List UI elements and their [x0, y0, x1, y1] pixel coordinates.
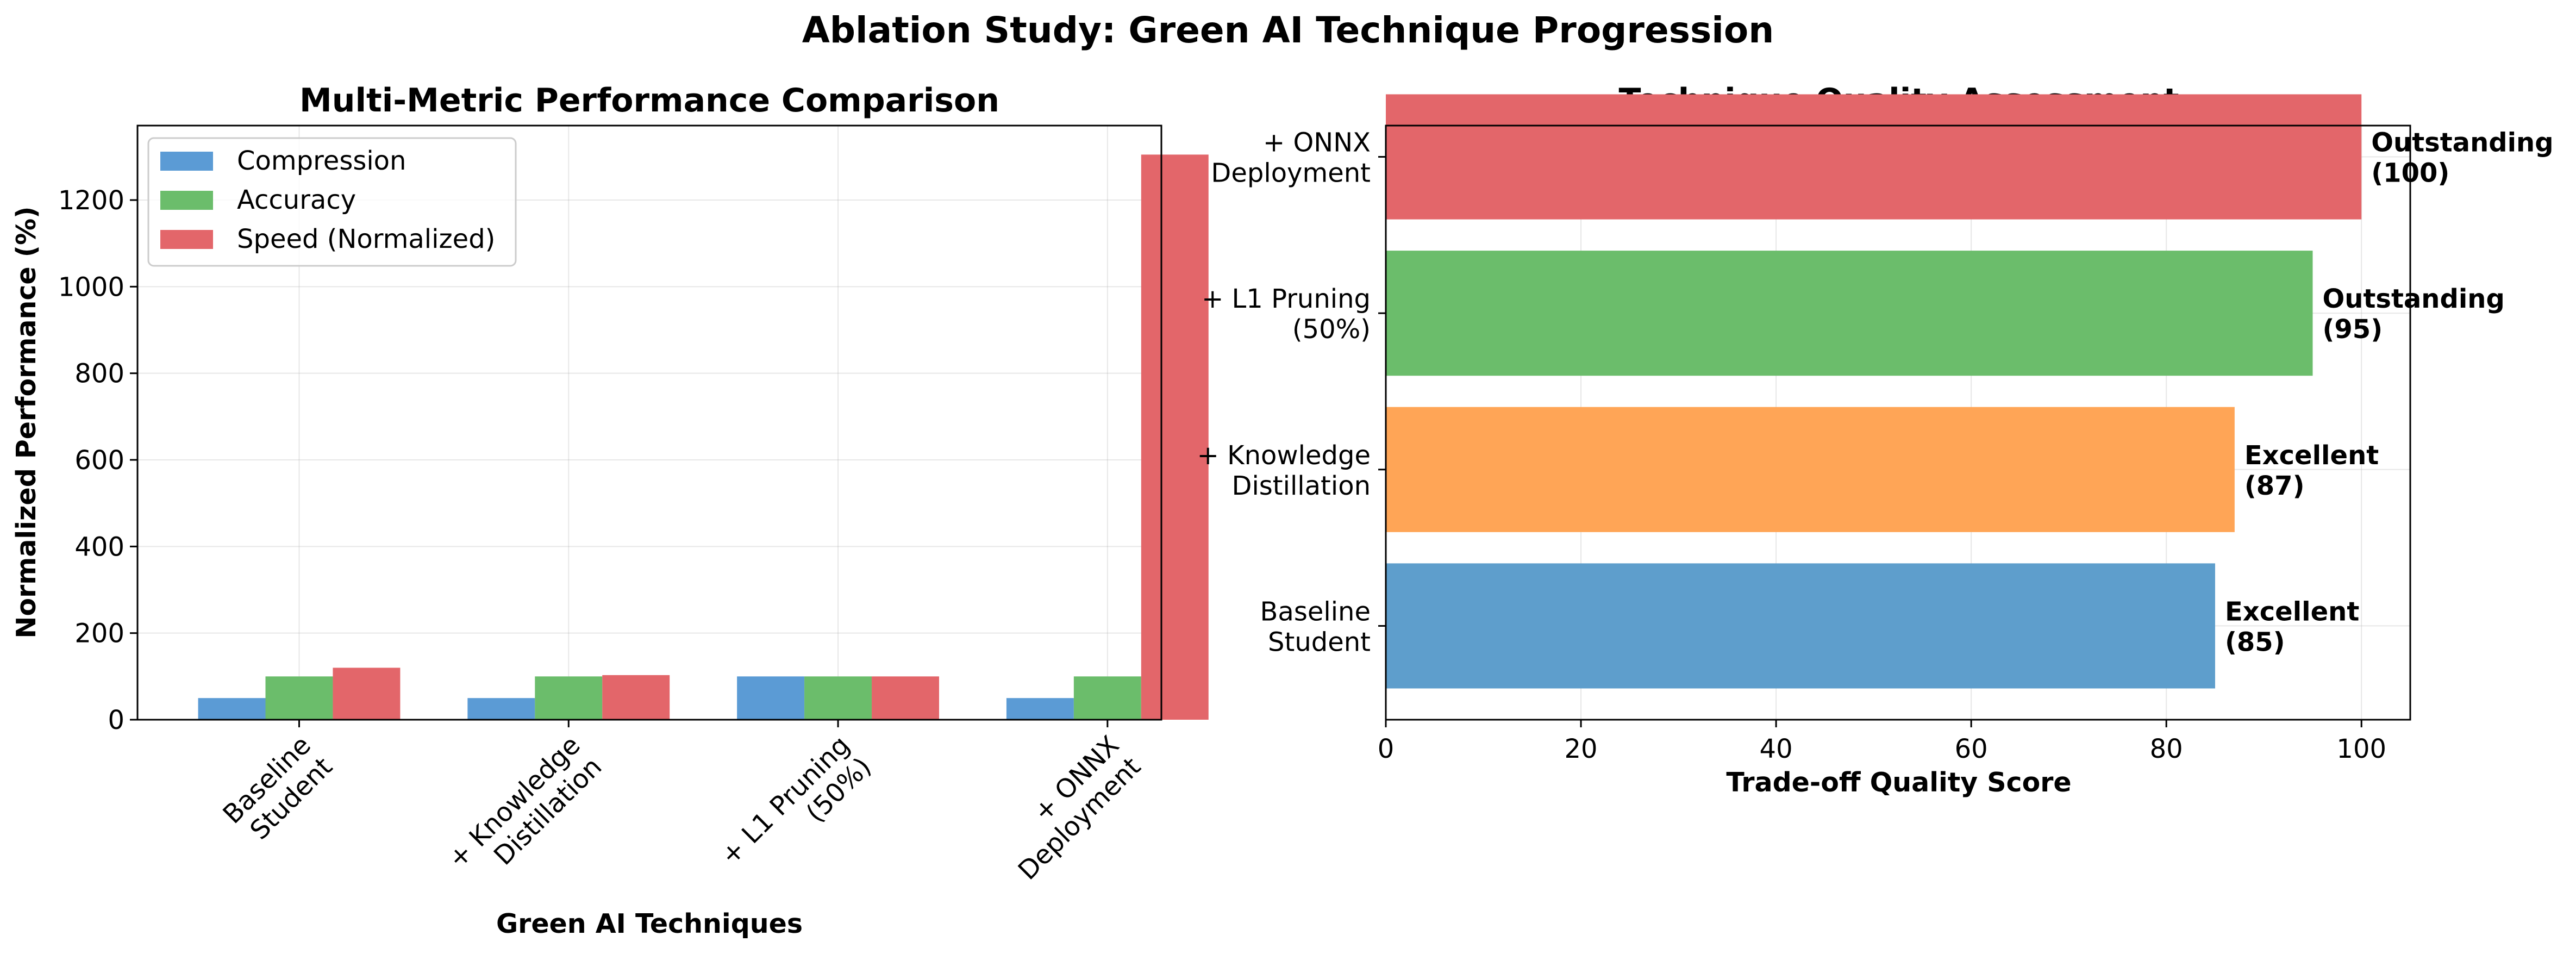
bar-compression — [198, 698, 266, 720]
y-tick-label: + L1 Pruning (50%) — [1202, 284, 1371, 345]
bar-compression — [1006, 698, 1074, 720]
legend-swatch — [160, 191, 213, 210]
bar-accuracy — [535, 676, 603, 720]
legend-swatch — [160, 230, 213, 249]
bar-speed-normalized — [333, 668, 401, 720]
legend-label: Accuracy — [237, 185, 356, 215]
legend-label: Compression — [237, 146, 406, 176]
x-tick-label: 100 — [2336, 734, 2386, 764]
bar-compression — [737, 676, 805, 720]
bar-speed-normalized — [872, 676, 939, 720]
legend-frame — [147, 137, 517, 267]
right-y-ticks: Baseline Student + Knowledge Distillation + … — [1197, 128, 1386, 657]
bar-value-label: Excellent (85) — [2225, 596, 2359, 657]
left-bars — [198, 154, 1209, 720]
quality-bar — [1386, 251, 2313, 376]
bar-accuracy — [1073, 676, 1141, 720]
right-plot-frame — [1385, 124, 2411, 721]
left-grid — [137, 126, 1161, 720]
y-tick-label: 200 — [74, 619, 124, 649]
y-tick-label: 600 — [74, 445, 124, 476]
right-x-axis-label: Trade-off Quality Score — [1726, 767, 2071, 798]
left-legend: Compression Accuracy Speed (Normalized) — [147, 137, 517, 267]
left-y-ticks: 0 200 400 600 800 1000 1200 — [58, 185, 137, 735]
left-x-axis-label: Green AI Techniques — [496, 908, 803, 939]
right-x-ticks: 0 20 40 60 80 100 — [1378, 720, 2386, 764]
bar-speed-normalized — [1141, 154, 1209, 720]
bar-value-label: Outstanding (100) — [2371, 128, 2553, 189]
quality-bar — [1386, 94, 2362, 220]
quality-bar — [1386, 407, 2235, 532]
bar-value-label: Excellent (87) — [2244, 440, 2379, 501]
bar-compression — [467, 698, 535, 720]
right-bars: Excellent (85) Excellent (87) Outstanding (95… — [1386, 94, 2554, 689]
y-tick-label: + ONNX Deployment — [1211, 128, 1371, 189]
x-tick-label: 0 — [1378, 734, 1395, 764]
y-tick-label: 0 — [108, 705, 124, 735]
x-tick-label: 60 — [1955, 734, 1988, 764]
bar-accuracy — [265, 676, 333, 720]
left-y-axis-label: Normalized Performance (%) — [11, 206, 42, 638]
right-chart: Technique Quality Assessment Excellent(8… — [1197, 82, 2554, 798]
left-plot-frame — [136, 124, 1162, 721]
bar-speed-normalized — [602, 675, 670, 720]
quality-bar — [1386, 563, 2215, 689]
x-tick-label: 80 — [2150, 734, 2183, 764]
legend-label: Speed (Normalized) — [237, 224, 495, 254]
x-tick-label: 20 — [1565, 734, 1598, 764]
left-chart-title: Multi-Metric Performance Comparison — [299, 82, 999, 120]
y-tick-label: 800 — [74, 359, 124, 389]
bar-accuracy — [804, 676, 872, 720]
y-tick-label: Baseline Student — [1260, 596, 1371, 657]
y-tick-label: 1200 — [58, 185, 124, 216]
legend-swatch — [160, 152, 213, 171]
x-tick-label: 40 — [1760, 734, 1793, 764]
y-tick-label: + Knowledge Distillation — [1197, 440, 1371, 501]
bar-value-label: Outstanding (95) — [2322, 284, 2504, 345]
y-tick-label: 400 — [74, 532, 124, 562]
y-tick-label: 1000 — [58, 272, 124, 302]
figure-title: Ablation Study: Green AI Technique Progr… — [802, 9, 1774, 51]
